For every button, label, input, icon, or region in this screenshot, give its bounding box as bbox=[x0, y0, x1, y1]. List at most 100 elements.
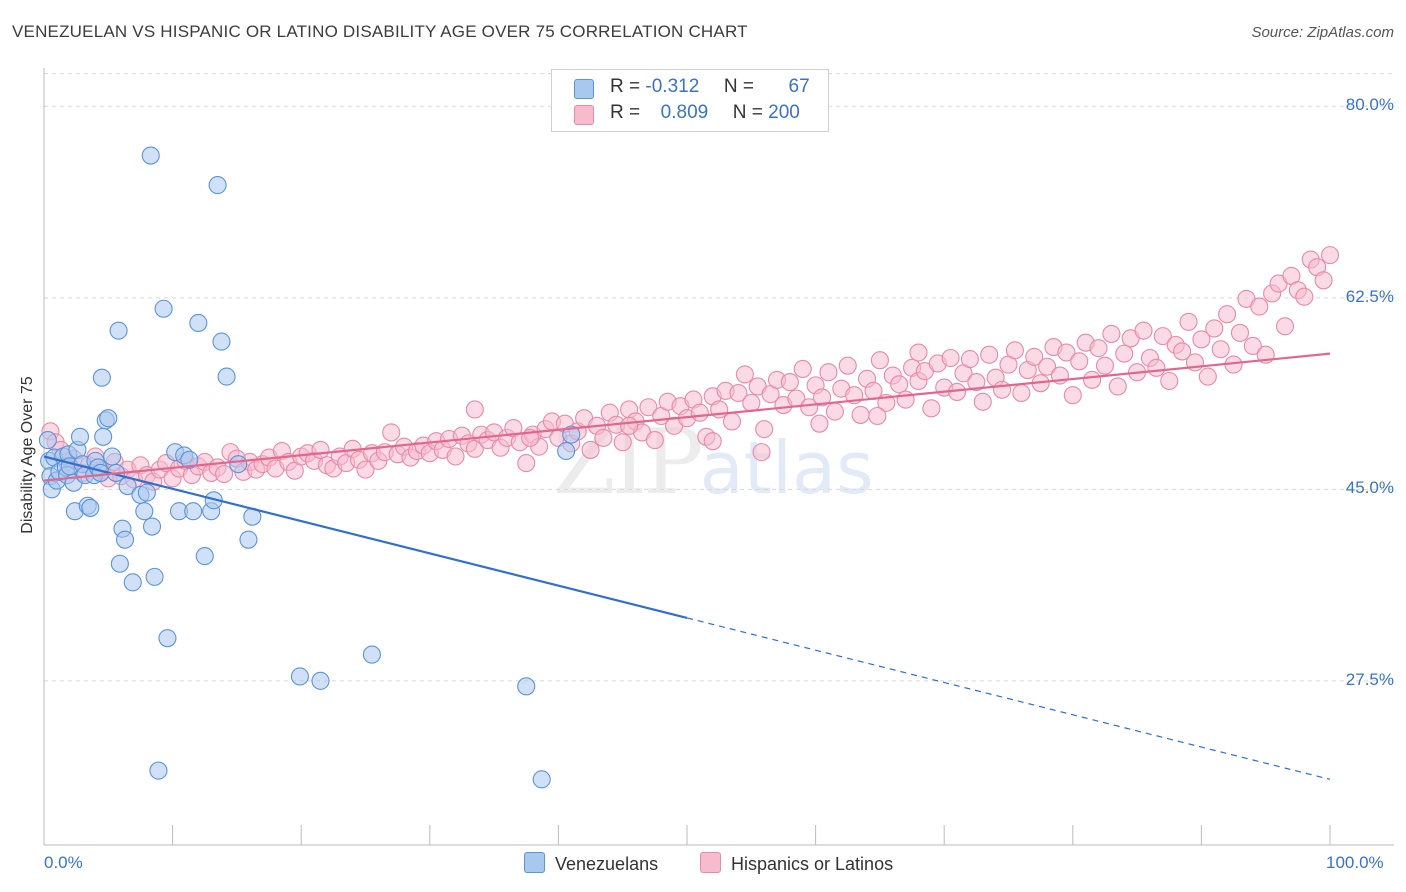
bottom-legend-hispanics: Hispanics or Latinos bbox=[700, 852, 893, 875]
hispanic-point bbox=[812, 388, 832, 407]
hispanic-point bbox=[967, 373, 986, 392]
hispanic-point bbox=[581, 440, 600, 459]
hispanic-point bbox=[742, 393, 761, 412]
y-axis-label: Disability Age Over 75 bbox=[19, 376, 36, 534]
venezuelan-point bbox=[109, 321, 128, 340]
hispanics-r-value: 0.809 bbox=[660, 102, 709, 123]
venezuelan-point bbox=[195, 547, 214, 566]
venezuelan-point bbox=[290, 667, 309, 686]
hispanic-point bbox=[1063, 386, 1082, 405]
hispanic-point bbox=[1320, 246, 1340, 265]
hispanic-point bbox=[214, 464, 234, 484]
venezuelans-r-label: R = bbox=[610, 76, 641, 97]
hispanic-point bbox=[1147, 358, 1166, 377]
venezuelan-point bbox=[141, 146, 160, 165]
hispanic-point bbox=[1211, 340, 1230, 359]
hispanic-point bbox=[517, 454, 536, 473]
hispanic-point bbox=[960, 350, 979, 369]
venezuelan-point bbox=[229, 455, 248, 474]
hispanic-point bbox=[645, 431, 664, 450]
hispanic-point bbox=[703, 432, 722, 451]
venezuelan-point bbox=[311, 671, 330, 690]
venezuelan-point bbox=[184, 502, 203, 521]
hispanic-point bbox=[1083, 370, 1102, 389]
hispanic-point bbox=[446, 447, 465, 466]
hispanics-legend-swatch bbox=[700, 852, 721, 873]
correlation-legend: R = -0.312 N = 67 R = 0.809 N = 200 bbox=[551, 69, 829, 132]
hispanic-point bbox=[800, 398, 819, 417]
hispanic-point bbox=[382, 423, 401, 442]
venezuelan-point bbox=[92, 368, 111, 387]
venezuelan-trend-line bbox=[43, 455, 688, 619]
chart-title: VENEZUELAN VS HISPANIC OR LATINO DISABIL… bbox=[12, 22, 748, 41]
hispanic-point bbox=[613, 433, 632, 452]
hispanic-point bbox=[793, 359, 812, 379]
hispanic-point bbox=[1179, 312, 1198, 331]
hispanic-point bbox=[1070, 352, 1089, 371]
hispanic-point bbox=[896, 390, 915, 409]
hispanic-point bbox=[1153, 327, 1172, 346]
hispanic-point bbox=[780, 373, 799, 392]
venezuelan-point bbox=[180, 450, 199, 469]
hispanic-point bbox=[1218, 305, 1237, 324]
hispanic-point bbox=[1057, 343, 1076, 362]
hispanic-point bbox=[1230, 323, 1250, 342]
venezuelan-point bbox=[99, 409, 118, 428]
hispanic-point bbox=[819, 363, 838, 382]
venezuelan-point bbox=[81, 498, 100, 517]
hispanic-point bbox=[1205, 319, 1224, 338]
hispanic-point bbox=[722, 412, 742, 431]
hispanic-point bbox=[620, 416, 639, 435]
x-tick-label-max: 100.0% bbox=[1326, 853, 1384, 872]
hispanic-point bbox=[1005, 341, 1024, 360]
bottom-legend-venezuelans: Venezuelans bbox=[524, 852, 658, 875]
hispanic-point bbox=[980, 345, 999, 364]
venezuelan-point bbox=[154, 299, 173, 318]
hispanic-point bbox=[1038, 357, 1057, 376]
hispanics-r-label: R = bbox=[610, 102, 641, 123]
hispanic-point bbox=[864, 381, 883, 400]
hispanic-point bbox=[1025, 347, 1044, 366]
venezuelan-point bbox=[110, 554, 129, 573]
y-tick-label: 45.0% bbox=[1345, 478, 1394, 498]
hispanic-point bbox=[1095, 356, 1114, 375]
venezuelan-point bbox=[123, 573, 142, 592]
y-tick-label: 62.5% bbox=[1345, 286, 1394, 306]
venezuelan-point bbox=[208, 176, 227, 195]
hispanic-point bbox=[1173, 342, 1192, 361]
venezuelan-point bbox=[38, 431, 57, 450]
hispanics-legend-label: Hispanics or Latinos bbox=[731, 854, 894, 874]
venezuelans-r-value: -0.312 bbox=[645, 76, 700, 97]
hispanic-point bbox=[1192, 330, 1211, 349]
hispanic-point bbox=[810, 414, 829, 433]
venezuelan-point bbox=[562, 425, 581, 444]
hispanic-point bbox=[1243, 336, 1262, 356]
hispanic-point bbox=[838, 356, 857, 375]
hispanic-point bbox=[1198, 367, 1217, 386]
hispanic-trend-line bbox=[43, 352, 1331, 482]
hispanic-point bbox=[729, 383, 748, 403]
venezuelan-point bbox=[217, 367, 236, 386]
hispanic-point bbox=[311, 440, 330, 459]
hispanic-point bbox=[752, 443, 771, 462]
venezuelan-point bbox=[532, 770, 551, 789]
venezuelan-point bbox=[149, 761, 168, 780]
hispanic-point bbox=[690, 403, 709, 422]
venezuelan-point bbox=[137, 483, 156, 502]
hispanic-point bbox=[909, 343, 928, 362]
hispanic-point bbox=[993, 380, 1012, 399]
venezuelan-point bbox=[362, 645, 381, 664]
hispanic-point bbox=[755, 420, 774, 439]
venezuelan-point bbox=[94, 427, 113, 446]
hispanic-point bbox=[922, 399, 941, 418]
y-tick-label: 27.5% bbox=[1345, 669, 1394, 689]
hispanic-point bbox=[1012, 383, 1031, 403]
hispanic-point bbox=[1134, 321, 1153, 340]
x-tick-label-min: 0.0% bbox=[44, 853, 83, 872]
hispanic-point bbox=[356, 460, 375, 479]
hispanic-point bbox=[1275, 317, 1295, 336]
hispanic-point bbox=[1102, 324, 1121, 343]
venezuelans-n-label: N = bbox=[723, 76, 754, 97]
hispanic-point bbox=[1115, 344, 1134, 363]
hispanic-point bbox=[973, 392, 992, 411]
